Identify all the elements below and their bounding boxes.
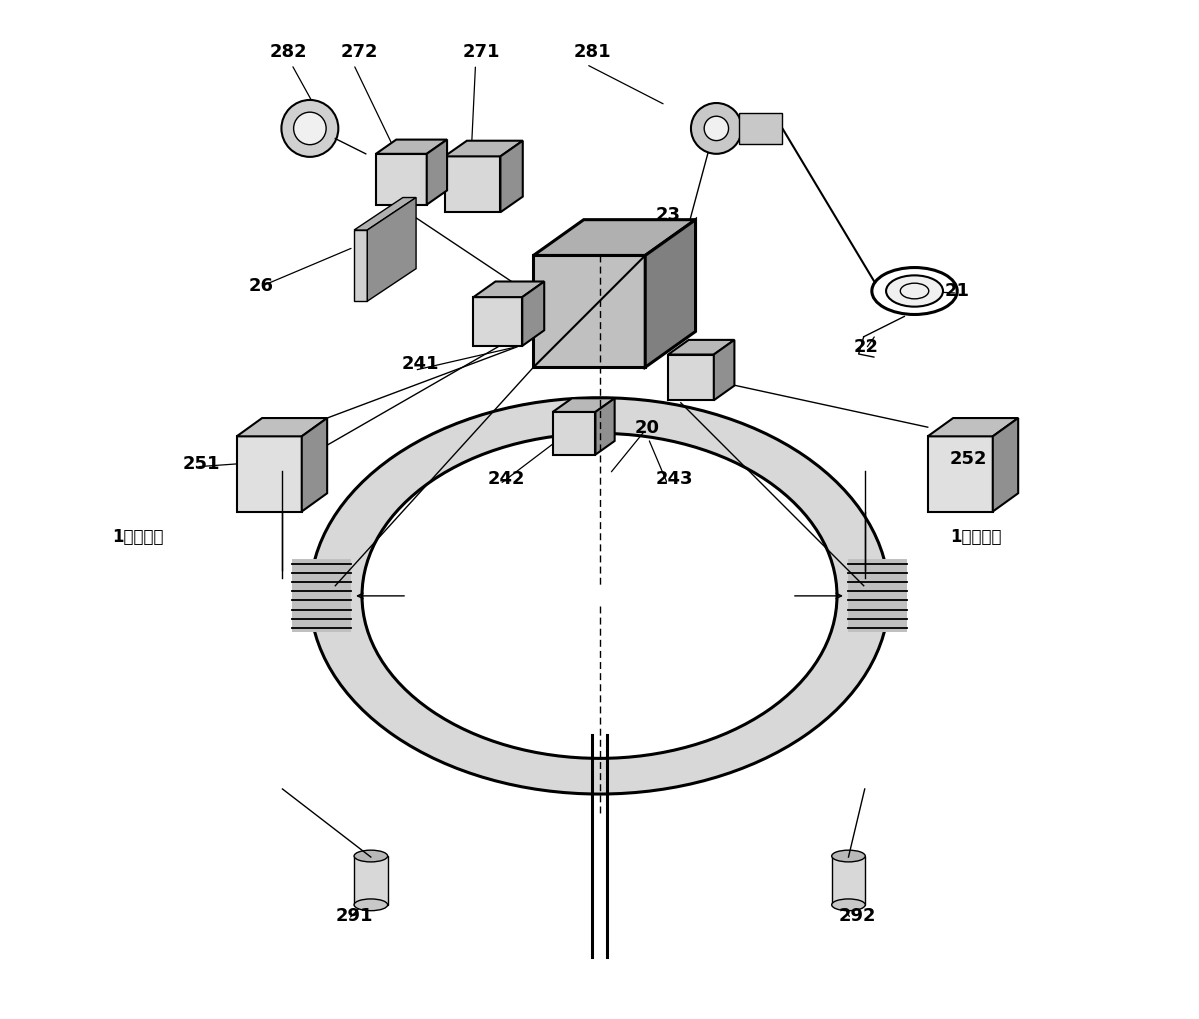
Polygon shape [668, 340, 735, 355]
Text: 272: 272 [341, 43, 378, 61]
Ellipse shape [886, 275, 942, 307]
Circle shape [691, 103, 742, 154]
Text: 243: 243 [656, 470, 693, 488]
Polygon shape [474, 281, 544, 298]
Polygon shape [534, 256, 645, 367]
Polygon shape [445, 141, 523, 156]
Ellipse shape [362, 433, 837, 758]
Text: 20: 20 [635, 419, 661, 437]
Text: 241: 241 [402, 356, 439, 373]
Polygon shape [534, 220, 695, 256]
Ellipse shape [354, 899, 387, 911]
Polygon shape [236, 436, 302, 512]
Text: 252: 252 [950, 449, 988, 468]
Polygon shape [236, 418, 327, 436]
Polygon shape [553, 412, 596, 454]
Polygon shape [354, 230, 367, 302]
Ellipse shape [832, 899, 866, 911]
Text: 292: 292 [838, 907, 875, 925]
Circle shape [282, 100, 338, 157]
Ellipse shape [354, 850, 387, 862]
Ellipse shape [900, 283, 929, 299]
Polygon shape [596, 398, 615, 454]
Ellipse shape [309, 397, 890, 794]
Text: 251: 251 [183, 454, 221, 473]
Text: 291: 291 [336, 907, 373, 925]
Ellipse shape [832, 850, 866, 862]
Polygon shape [713, 340, 735, 400]
Text: 26: 26 [249, 277, 273, 296]
Polygon shape [367, 198, 416, 302]
Polygon shape [427, 140, 447, 205]
Polygon shape [523, 281, 544, 345]
Text: 271: 271 [463, 43, 500, 61]
Polygon shape [474, 298, 523, 345]
Polygon shape [302, 418, 327, 512]
Text: 1级衍射光: 1级衍射光 [950, 528, 1001, 546]
Polygon shape [668, 355, 713, 400]
Polygon shape [993, 418, 1018, 512]
Text: 21: 21 [945, 282, 970, 300]
Polygon shape [553, 398, 615, 412]
Bar [832, 856, 866, 905]
Polygon shape [445, 156, 500, 212]
Circle shape [704, 116, 729, 141]
Polygon shape [500, 141, 523, 212]
Polygon shape [293, 559, 351, 633]
Polygon shape [848, 559, 906, 633]
Circle shape [294, 112, 326, 145]
Text: 242: 242 [488, 470, 525, 488]
Text: 1级衍射光: 1级衍射光 [112, 528, 163, 546]
Polygon shape [376, 140, 447, 154]
Text: 22: 22 [854, 338, 879, 356]
Text: 282: 282 [270, 43, 307, 61]
Polygon shape [354, 198, 416, 230]
Polygon shape [928, 436, 993, 512]
Polygon shape [928, 418, 1018, 436]
Bar [354, 856, 387, 905]
Polygon shape [376, 154, 427, 205]
Polygon shape [645, 220, 695, 367]
Polygon shape [739, 113, 783, 144]
Text: 23: 23 [656, 206, 680, 224]
Text: 281: 281 [574, 43, 611, 61]
